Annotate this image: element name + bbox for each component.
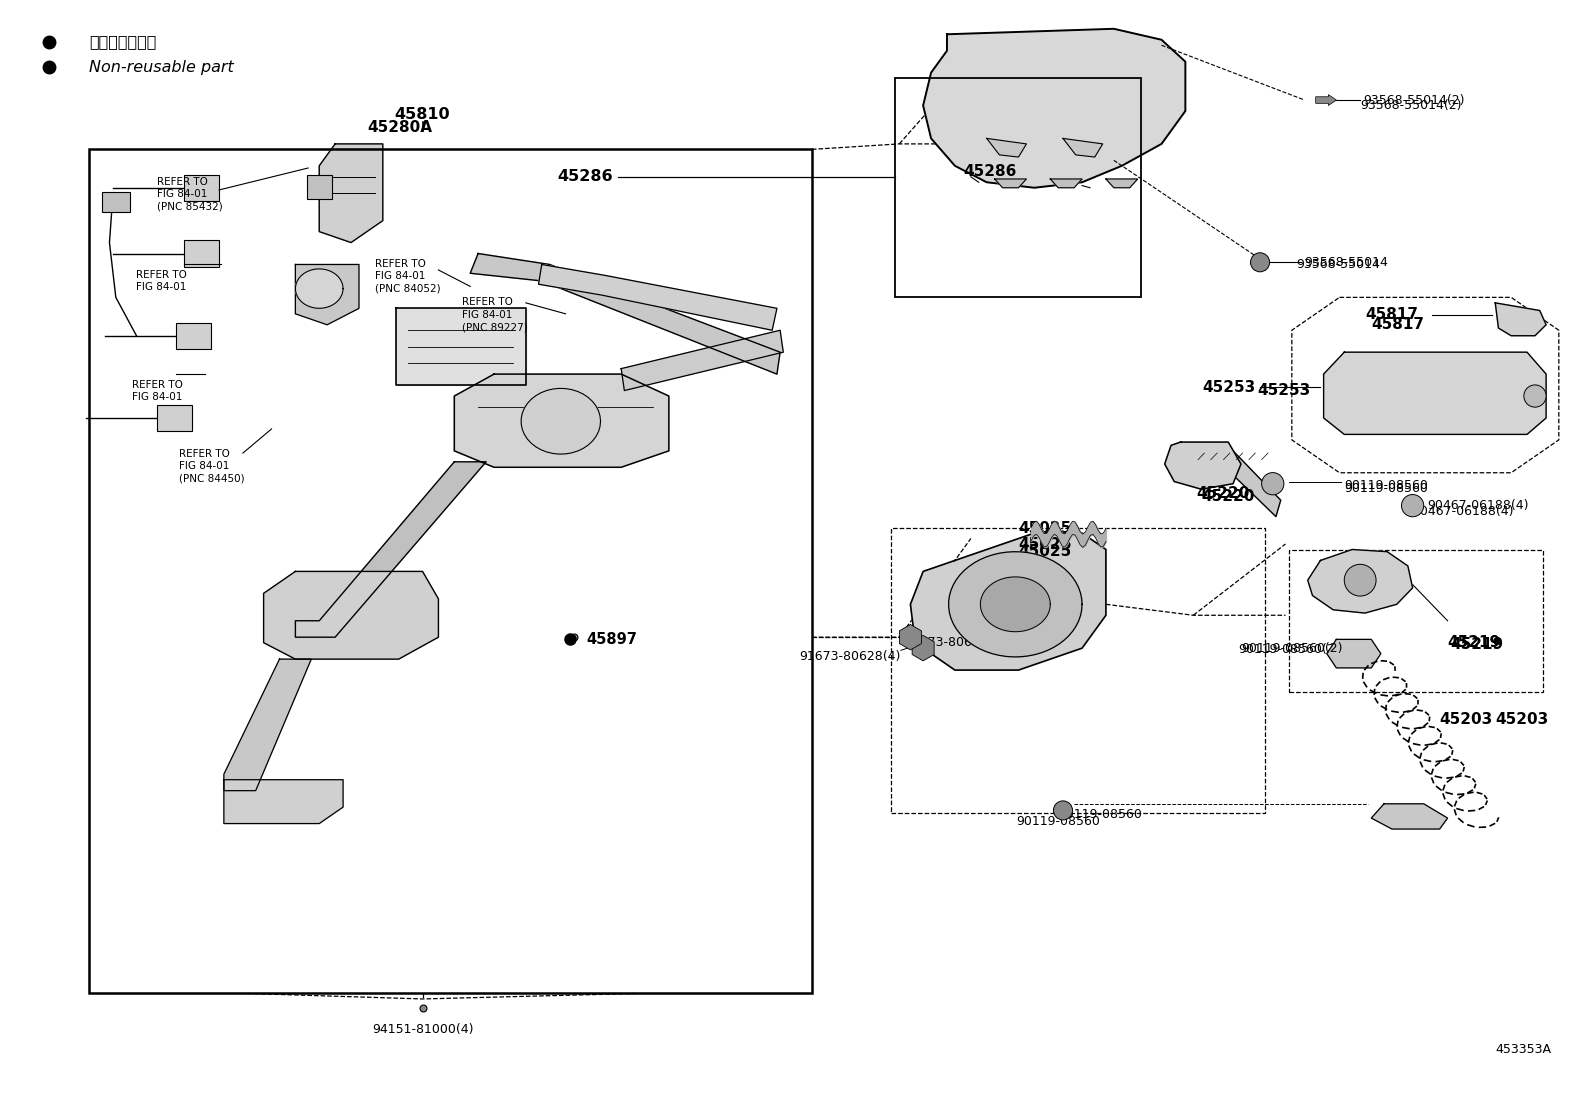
Text: 90467-06188(4): 90467-06188(4) — [1426, 499, 1528, 512]
Bar — [158, 404, 193, 431]
Text: 45810: 45810 — [395, 107, 451, 122]
Text: 45817: 45817 — [1364, 308, 1418, 322]
Text: 90467-06188(4): 90467-06188(4) — [1412, 504, 1514, 518]
Polygon shape — [949, 552, 1083, 657]
Text: 45280A: 45280A — [366, 120, 431, 135]
Text: 93568-55014(2): 93568-55014(2) — [1360, 99, 1461, 112]
Text: 45897: 45897 — [586, 632, 637, 647]
Text: 45220: 45220 — [1197, 486, 1250, 501]
Polygon shape — [1371, 803, 1447, 829]
Polygon shape — [296, 462, 486, 637]
Circle shape — [1524, 385, 1546, 407]
FancyArrow shape — [1315, 95, 1336, 106]
Text: REFER TO
FIG 84-01
(PNC 89227): REFER TO FIG 84-01 (PNC 89227) — [462, 298, 529, 332]
Text: 45219: 45219 — [1447, 635, 1501, 651]
Bar — [892, 528, 1264, 812]
Text: 93568-55014(2): 93568-55014(2) — [1363, 93, 1465, 107]
Text: 90119-08560: 90119-08560 — [1344, 479, 1428, 492]
Polygon shape — [454, 374, 669, 467]
Polygon shape — [538, 265, 777, 331]
Polygon shape — [395, 309, 525, 385]
Circle shape — [1251, 253, 1269, 271]
Polygon shape — [1051, 179, 1083, 188]
Bar — [307, 175, 333, 199]
Text: 90119-08560(2): 90119-08560(2) — [1242, 642, 1342, 655]
Polygon shape — [264, 571, 438, 659]
Text: 45026: 45026 — [1019, 573, 1071, 588]
Text: 453353A: 453353A — [1495, 1043, 1551, 1056]
Bar — [185, 175, 220, 201]
Text: 93568-55014: 93568-55014 — [1304, 256, 1388, 269]
Text: 再使用不可部品: 再使用不可部品 — [89, 34, 156, 49]
Text: 90119-08560(2): 90119-08560(2) — [1239, 643, 1339, 656]
Text: REFER TO
FIG 84-01
(PNC 84450): REFER TO FIG 84-01 (PNC 84450) — [180, 448, 245, 484]
Polygon shape — [296, 269, 342, 309]
Polygon shape — [911, 533, 1106, 670]
Polygon shape — [1106, 179, 1138, 188]
Circle shape — [1344, 564, 1375, 596]
Bar — [89, 149, 812, 993]
Polygon shape — [1186, 451, 1280, 517]
Circle shape — [1261, 473, 1283, 495]
Polygon shape — [1495, 303, 1546, 335]
Polygon shape — [621, 331, 783, 390]
Polygon shape — [1323, 352, 1546, 434]
Polygon shape — [296, 265, 358, 325]
Text: 45286: 45286 — [557, 169, 613, 185]
Bar — [185, 241, 220, 267]
Text: 93568-55014: 93568-55014 — [1296, 258, 1380, 271]
Text: REFER TO
FIG 84-01
(PNC 84052): REFER TO FIG 84-01 (PNC 84052) — [374, 259, 441, 293]
Text: 45025: 45025 — [1019, 544, 1071, 559]
Text: 45253: 45253 — [1256, 384, 1310, 398]
Text: 90119-08560: 90119-08560 — [1016, 814, 1100, 828]
Text: 45817: 45817 — [1371, 318, 1425, 332]
Circle shape — [1054, 801, 1073, 820]
Polygon shape — [987, 138, 1027, 157]
Text: 45219: 45219 — [1450, 637, 1504, 652]
Text: REFER TO
FIG 84-01
(PNC 85432): REFER TO FIG 84-01 (PNC 85432) — [158, 177, 223, 212]
Text: 45286: 45286 — [963, 164, 1016, 179]
Polygon shape — [923, 29, 1186, 188]
Text: 45025: 45025 — [1019, 521, 1071, 536]
Bar — [1288, 550, 1543, 692]
Polygon shape — [1307, 550, 1412, 613]
Text: Non-reusable part: Non-reusable part — [89, 59, 234, 75]
Text: 45253: 45253 — [1202, 380, 1254, 395]
Text: 94151-81000(4): 94151-81000(4) — [373, 1023, 473, 1036]
Bar — [102, 192, 131, 212]
Text: 90119-08560: 90119-08560 — [1344, 481, 1428, 495]
Polygon shape — [224, 659, 312, 790]
Bar — [177, 323, 212, 348]
Polygon shape — [470, 254, 780, 374]
Polygon shape — [1063, 138, 1103, 157]
Text: REFER TO
FIG 84-01: REFER TO FIG 84-01 — [132, 379, 183, 402]
Polygon shape — [224, 779, 342, 823]
Polygon shape — [521, 388, 600, 454]
Text: 90119-08560: 90119-08560 — [1059, 808, 1141, 821]
Text: 91673-80628(4): 91673-80628(4) — [799, 651, 901, 664]
Text: 91673-80628(4): 91673-80628(4) — [904, 636, 1006, 650]
Polygon shape — [1165, 442, 1242, 489]
Circle shape — [1401, 495, 1423, 517]
Text: REFER TO
FIG 84-01: REFER TO FIG 84-01 — [137, 270, 188, 292]
Bar — [895, 78, 1141, 298]
Text: 45203: 45203 — [1495, 712, 1549, 726]
Text: 45203: 45203 — [1439, 712, 1493, 726]
Text: 45220: 45220 — [1202, 489, 1254, 504]
Polygon shape — [320, 144, 382, 243]
Text: 45026: 45026 — [1019, 536, 1071, 552]
Polygon shape — [981, 577, 1051, 632]
Polygon shape — [995, 179, 1027, 188]
Polygon shape — [1326, 640, 1380, 668]
